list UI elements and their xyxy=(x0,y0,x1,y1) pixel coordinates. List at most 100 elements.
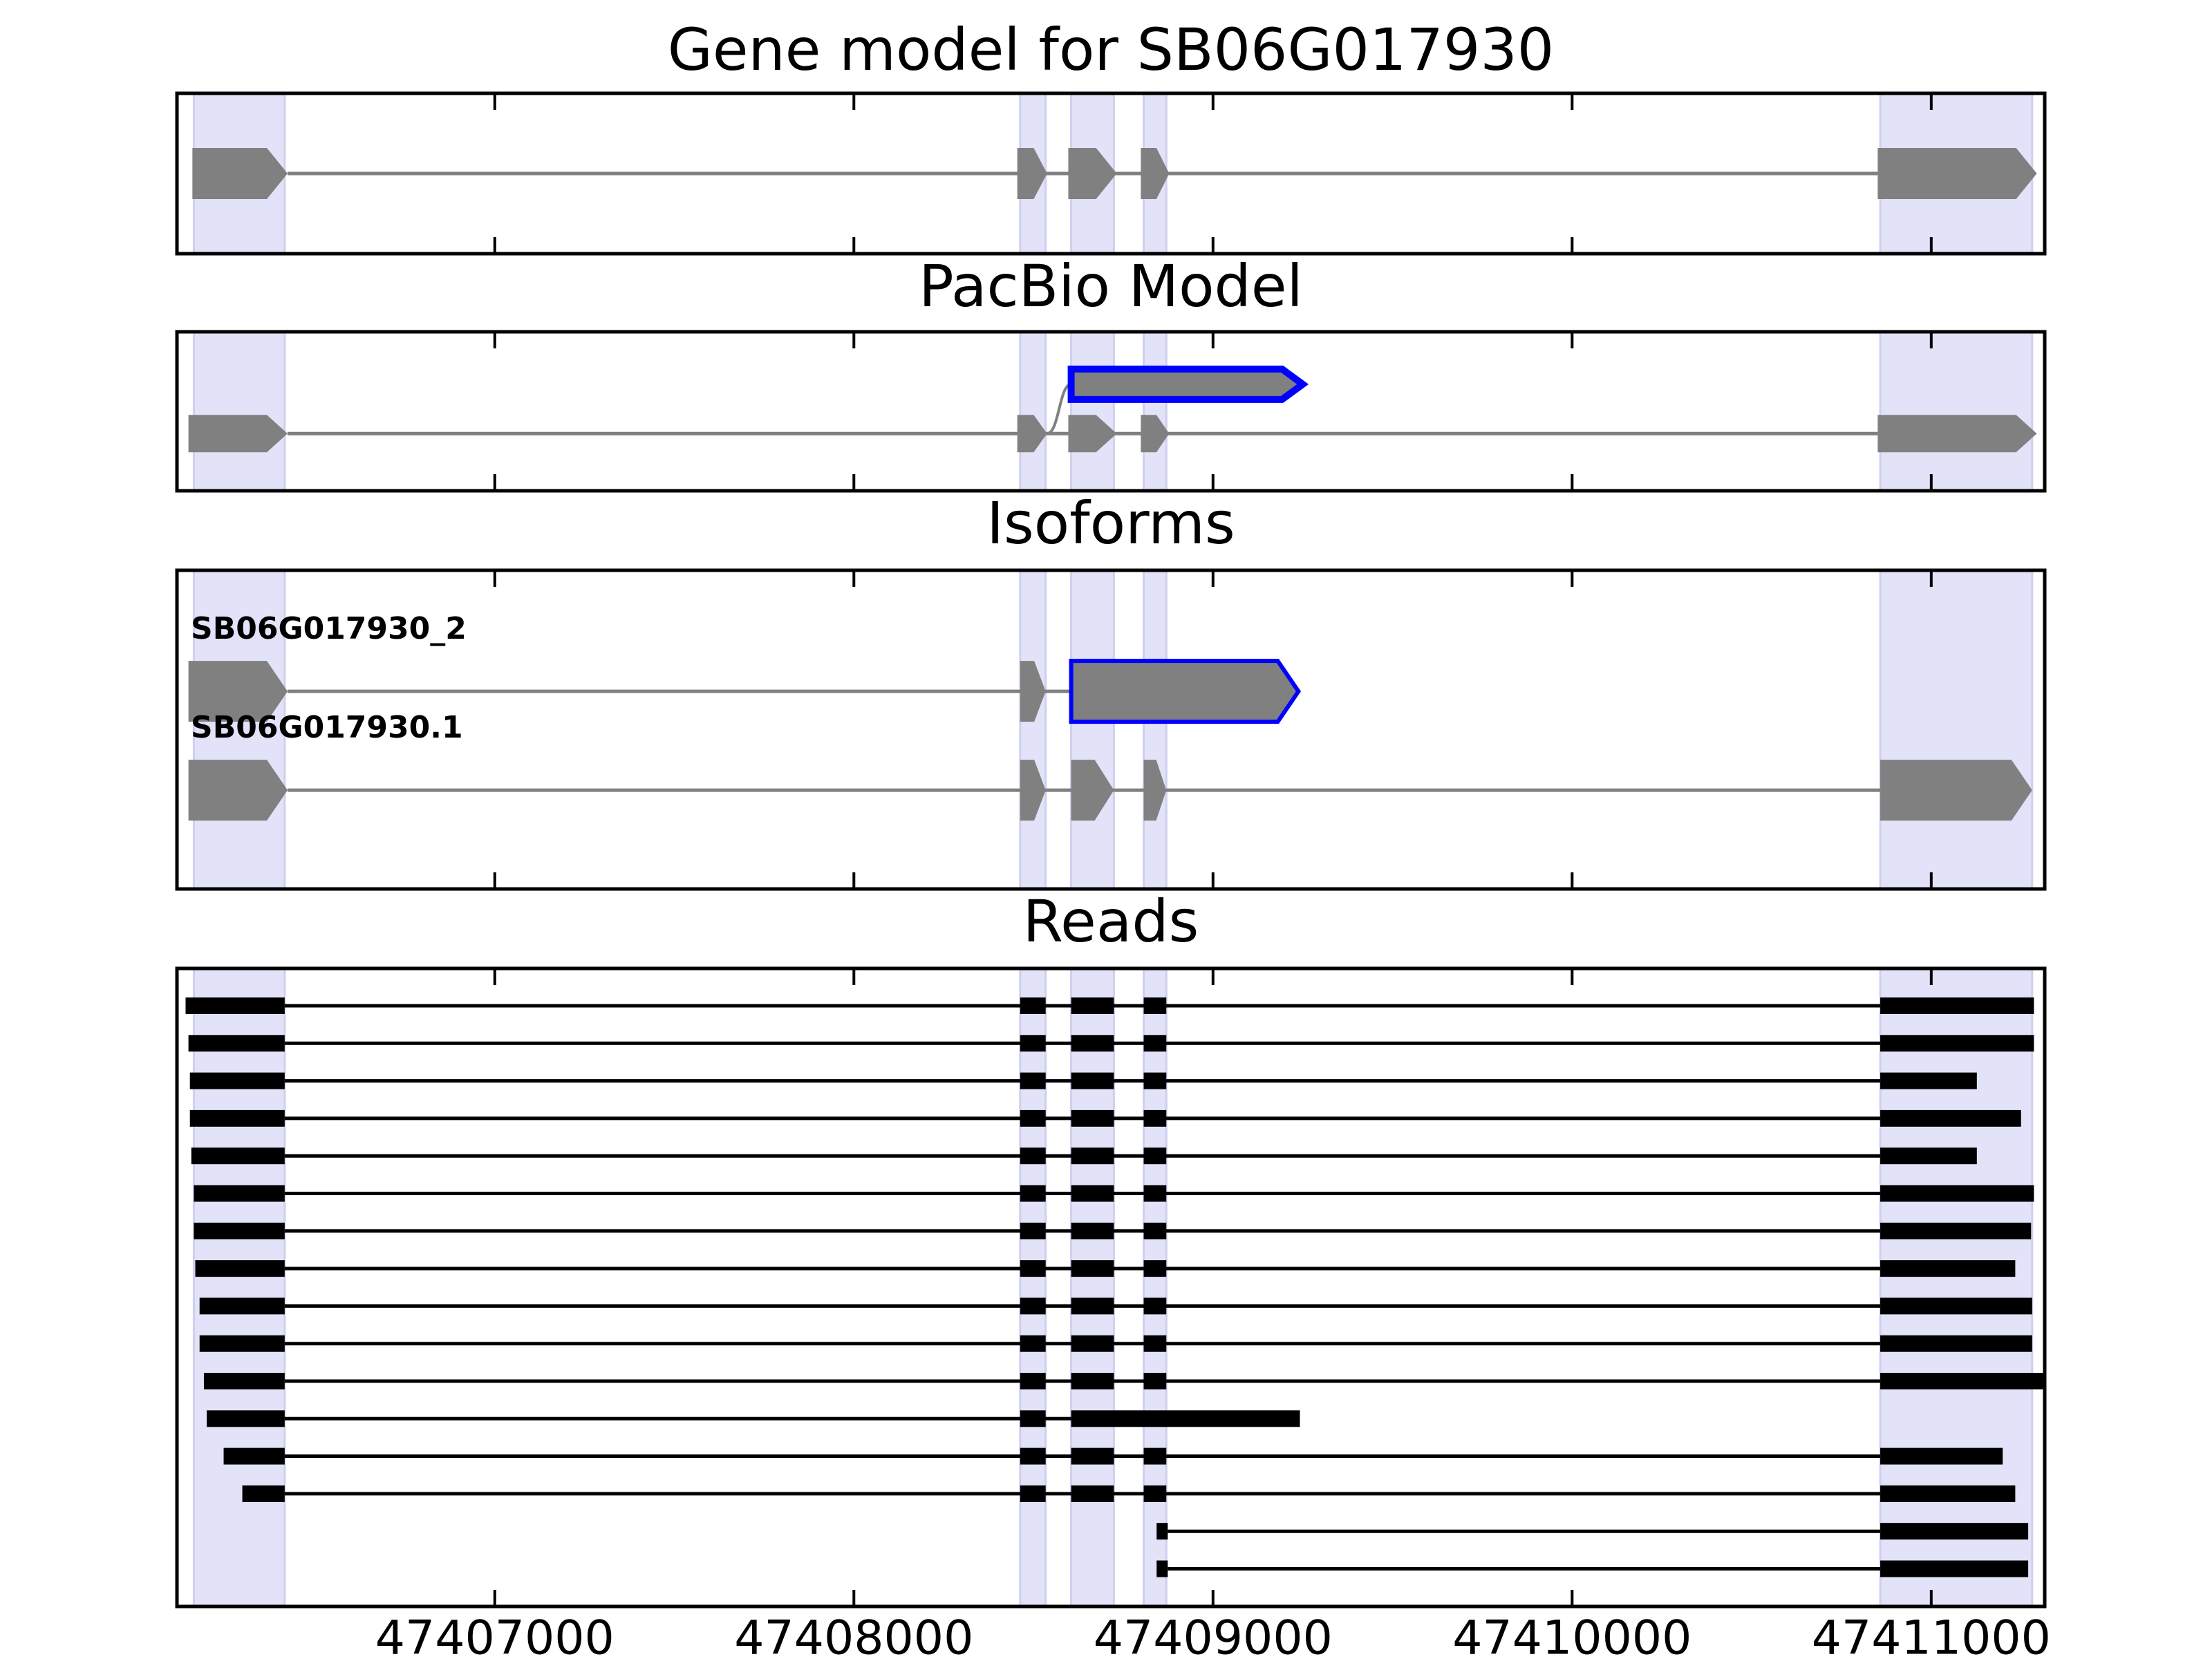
read-block xyxy=(199,1335,285,1352)
read-block xyxy=(1020,1447,1046,1465)
read-block xyxy=(1020,1373,1046,1389)
panel-frame xyxy=(175,966,2047,1609)
read-block xyxy=(194,1222,285,1239)
read-block xyxy=(223,1447,285,1465)
read-block xyxy=(1143,1185,1167,1202)
read-block xyxy=(1880,997,2034,1014)
exon-highlight xyxy=(1070,967,1115,1608)
read-block xyxy=(1143,1297,1167,1315)
read-block xyxy=(1143,1147,1167,1165)
read-block xyxy=(1156,1523,1168,1540)
exon xyxy=(1877,415,2037,453)
exon xyxy=(1141,415,1170,453)
read-block xyxy=(1880,1260,2016,1277)
read-block xyxy=(1071,1410,1300,1427)
read-block xyxy=(188,1035,285,1052)
read-block xyxy=(1156,1560,1168,1577)
exon-highlight xyxy=(1879,967,2034,1608)
read-block xyxy=(1143,1447,1167,1465)
read-block xyxy=(1880,1072,1977,1089)
exon-highlight xyxy=(192,569,286,890)
read-block xyxy=(1880,1335,2032,1352)
read-block xyxy=(1880,1147,1977,1165)
read-block xyxy=(1020,1410,1046,1427)
exon xyxy=(1068,415,1117,453)
read-block xyxy=(1020,997,1046,1014)
read-block xyxy=(1020,1147,1046,1165)
exon-highlight xyxy=(1019,569,1047,890)
exon-highlight xyxy=(1879,330,2034,492)
read-block xyxy=(1143,1485,1167,1502)
panel: PacBio Model xyxy=(175,252,2047,493)
x-tick-label: 47410000 xyxy=(1452,1611,1691,1659)
read-block xyxy=(189,1109,285,1127)
read-block xyxy=(1880,1485,2016,1502)
exon xyxy=(1143,760,1167,821)
read-block xyxy=(1071,1373,1114,1389)
read-block xyxy=(185,997,285,1014)
exon xyxy=(1017,148,1047,199)
read-block xyxy=(1071,997,1114,1014)
read-block xyxy=(1071,1222,1114,1239)
read-block xyxy=(203,1373,285,1389)
read-block xyxy=(1143,997,1167,1014)
read-block xyxy=(1880,1373,2045,1389)
read-block xyxy=(1071,1072,1114,1089)
exon xyxy=(1020,661,1046,722)
read-block xyxy=(1143,1222,1167,1239)
read-block xyxy=(1880,1185,2034,1202)
read-block xyxy=(1143,1035,1167,1052)
read-block xyxy=(1071,1109,1114,1127)
exon xyxy=(1877,148,2037,199)
exon-highlight xyxy=(1019,967,1047,1608)
exon-highlight xyxy=(192,330,286,492)
panel-frame xyxy=(175,330,2047,493)
exon xyxy=(1067,365,1309,403)
x-tick-label: 47408000 xyxy=(734,1611,973,1659)
panel-title: PacBio Model xyxy=(919,252,1303,320)
connector xyxy=(1047,382,1072,435)
panel-frame xyxy=(175,91,2047,256)
read-block xyxy=(194,1185,285,1202)
read-block xyxy=(1143,1109,1167,1127)
read-block xyxy=(1143,1335,1167,1352)
read-block xyxy=(1071,1035,1114,1052)
exon-highlight xyxy=(1143,330,1168,492)
panel-title: Isoforms xyxy=(986,489,1235,557)
exon xyxy=(1020,760,1046,821)
exon xyxy=(1069,659,1302,724)
read-block xyxy=(1071,1485,1114,1502)
exon-highlight xyxy=(1143,967,1168,1608)
read-block xyxy=(189,1072,285,1089)
read-block xyxy=(1880,1109,2021,1127)
exon-highlight xyxy=(1019,330,1047,492)
read-block xyxy=(1020,1035,1046,1052)
read-block xyxy=(1071,1447,1114,1465)
panel-title: Reads xyxy=(1023,888,1199,955)
read-block xyxy=(1071,1260,1114,1277)
exon xyxy=(1141,148,1170,199)
exon xyxy=(188,415,288,453)
read-block xyxy=(1020,1297,1046,1315)
read-block xyxy=(191,1147,285,1165)
exon-highlight xyxy=(1143,569,1168,890)
read-block xyxy=(1143,1260,1167,1277)
read-block xyxy=(1880,1523,2029,1540)
exon-highlight xyxy=(192,967,286,1608)
read-block xyxy=(1020,1109,1046,1127)
read-block xyxy=(1143,1072,1167,1089)
read-block xyxy=(1020,1222,1046,1239)
read-block xyxy=(1880,1447,2003,1465)
exon xyxy=(1880,760,2032,821)
panel-title: Gene model for SB06G017930 xyxy=(668,16,1554,84)
read-block xyxy=(242,1485,285,1502)
read-block xyxy=(195,1260,285,1277)
exon xyxy=(1017,415,1047,453)
panel-frame xyxy=(175,568,2047,891)
exon xyxy=(192,148,288,199)
panel: Isoforms SB06G017930_2 SB06G017930.1 xyxy=(175,489,2047,891)
exon-highlight xyxy=(1879,569,2034,890)
read-block xyxy=(199,1297,285,1315)
isoform-label: SB06G017930.1 xyxy=(191,710,463,745)
